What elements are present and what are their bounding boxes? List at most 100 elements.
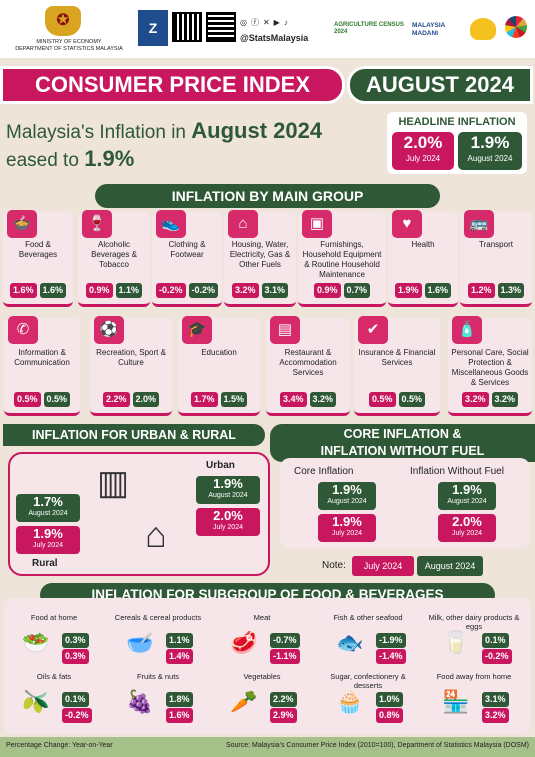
rural-jul-value: 1.9% xyxy=(33,526,63,541)
pot-icon: 🥗 xyxy=(22,630,50,655)
subgroup-label: Food at home xyxy=(30,613,78,622)
vegetable-icon: 🥕 xyxy=(230,689,258,714)
subgroup-august-value: 2.2% xyxy=(270,692,297,707)
main-group-label: Insurance & Financial Services xyxy=(358,348,436,367)
main-group-august-value: 0.5% xyxy=(43,392,71,407)
main-group-card: ▤ Restaurant & Accommodation Services 3.4%… xyxy=(266,316,350,416)
headline-inflation-box: HEADLINE INFLATION 2.0% July 2024 1.9% A… xyxy=(387,112,527,174)
main-group-july-value: 0.5% xyxy=(13,392,41,407)
core-jul-label: July 2024 xyxy=(332,530,362,537)
rural-label: Rural xyxy=(32,558,58,569)
headline-cur-card: 1.9% August 2024 xyxy=(458,132,522,170)
headline-cur-value: 1.9% xyxy=(470,133,510,152)
main-group-july-value: 3.2% xyxy=(461,392,489,407)
main-group-card: ▣ Furnishings, Household Equipment & Rout… xyxy=(298,210,386,307)
subgroup-label: Cereals & cereal products xyxy=(114,613,202,622)
rural-aug-card: 1.7% August 2024 xyxy=(16,494,80,522)
main-group-july-value: 1.7% xyxy=(190,392,218,407)
footer-left: Percentage Change: Year-on-Year xyxy=(6,742,113,749)
food-icon: 🍲 xyxy=(7,210,37,238)
main-group-august-value: -0.2% xyxy=(188,283,219,298)
cpi-title: CONSUMER PRICE INDEX xyxy=(0,66,345,104)
subgroup-item: Sugar, confectionery & desserts 🧁 1.0% 0.8% xyxy=(322,672,422,723)
main-group-july-value: 0.5% xyxy=(368,392,396,407)
subgroup-item: Milk, other dairy products & eggs 🥛 0.1% -0… xyxy=(428,613,528,664)
main-group-label: Clothing & Footwear xyxy=(168,240,206,259)
core-aug-value: 1.9% xyxy=(332,482,362,497)
main-group-july-value: 0.9% xyxy=(313,283,341,298)
coat-of-arms-logo: ✪ xyxy=(45,6,81,36)
headline-pre2: eased to xyxy=(6,150,79,171)
main-group-title: INFLATION BY MAIN GROUP xyxy=(95,184,440,208)
main-group-august-value: 1.1% xyxy=(115,283,143,298)
month-title: AUGUST 2024 xyxy=(347,66,533,104)
main-group-july-value: 3.2% xyxy=(231,283,259,298)
shoe-icon: 👟 xyxy=(156,210,186,238)
social-icons: ◎ⓕ✕▶♪ xyxy=(240,18,292,27)
main-group-august-value: 2.0% xyxy=(132,392,160,407)
main-group-august-value: 1.6% xyxy=(39,283,67,298)
main-group-august-value: 0.5% xyxy=(398,392,426,407)
heart-icon: ♥ xyxy=(392,210,422,238)
urban-aug-label: August 2024 xyxy=(208,492,248,499)
rural-aug-label: August 2024 xyxy=(28,510,68,517)
appliance-icon: ▣ xyxy=(302,210,332,238)
main-group-card: ♥ Health 1.9% 1.6% xyxy=(388,210,458,307)
core-title-l1: CORE INFLATION & xyxy=(343,427,462,441)
subgroup-july-value: -0.2% xyxy=(62,708,92,723)
headline-cur-label: August 2024 xyxy=(467,154,513,163)
main-group-label: Alcoholic Beverages & Tobacco xyxy=(91,240,137,269)
main-group-august-value: 1.6% xyxy=(424,283,452,298)
subgroup-label: Meat xyxy=(253,613,271,622)
subgroup-item: Oils & fats 🫒 0.1% -0.2% xyxy=(8,672,108,723)
headline-month: August 2024 xyxy=(191,118,323,143)
social-handle[interactable]: @StatsMalaysia xyxy=(240,33,309,43)
headline-value: 1.9% xyxy=(84,146,135,171)
cake-icon: 🧁 xyxy=(336,689,364,714)
urban-rural-panel: ▥ ⌂ Urban 1.9% August 2024 2.0% July 202… xyxy=(8,452,270,576)
subgroup-item: Fruits & nuts 🍇 1.8% 1.6% xyxy=(112,672,212,723)
rural-jul-label: July 2024 xyxy=(33,542,63,549)
main-group-label: Information & Communication xyxy=(14,348,70,367)
graduation-cap-icon: 🎓 xyxy=(182,316,212,344)
core-label: Core Inflation xyxy=(294,466,354,477)
main-group-july-value: 1.9% xyxy=(394,283,422,298)
subgroup-label: Food away from home xyxy=(436,672,512,681)
main-group-july-value: 1.6% xyxy=(9,283,37,298)
subgroup-august-value: -0.7% xyxy=(270,633,300,648)
shop-icon: 🏪 xyxy=(442,689,470,714)
sdg-smile-icon xyxy=(470,18,496,40)
department-text: DEPARTMENT OF STATISTICS MALAYSIA xyxy=(15,46,123,52)
subgroup-august-value: 3.1% xyxy=(482,692,509,707)
bottle-icon: 🧴 xyxy=(452,316,482,344)
house-icon: ⌂ xyxy=(228,210,258,238)
oil-icon: 🫒 xyxy=(22,689,50,714)
main-group-card: 🚌 Transport 1.2% 1.3% xyxy=(460,210,532,307)
fuel-jul-label: July 2024 xyxy=(452,530,482,537)
census-logo: AGRICULTURE CENSUS 2024 xyxy=(334,22,404,35)
qr-code-1[interactable] xyxy=(172,12,202,42)
qr-code-2[interactable] xyxy=(206,12,236,42)
subgroup-july-value: 3.2% xyxy=(482,708,509,723)
subgroup-july-value: 2.9% xyxy=(270,708,297,723)
subgroup-panel xyxy=(4,598,531,734)
note-july: July 2024 xyxy=(352,556,414,576)
madani-logo: MALAYSIA MADANI xyxy=(412,22,446,37)
subgroup-item: Vegetables 🥕 2.2% 2.9% xyxy=(216,672,316,723)
rural-jul-card: 1.9% July 2024 xyxy=(16,526,80,554)
phone-icon: ✆ xyxy=(8,316,38,344)
subgroup-august-value: 0.3% xyxy=(62,633,89,648)
headline-box-title: HEADLINE INFLATION xyxy=(398,116,516,128)
fuel-jul-value: 2.0% xyxy=(452,514,482,529)
wine-icon: 🍷 xyxy=(82,210,112,238)
subgroup-label: Vegetables xyxy=(243,672,281,681)
subgroup-july-value: -0.2% xyxy=(482,649,512,664)
subgroup-item: Fish & other seafood 🐟 -1.9% -1.4% xyxy=(322,613,422,664)
main-group-card: 🧴 Personal Care, Social Protection & Misc… xyxy=(448,316,532,416)
main-group-card: 🍷 Alcoholic Beverages & Tobacco 0.9% 1.1% xyxy=(78,210,150,307)
note-label: Note: xyxy=(322,560,346,571)
main-group-label: Education xyxy=(201,348,237,357)
subgroup-item: Cereals & cereal products 🥣 1.1% 1.4% xyxy=(112,613,212,664)
subgroup-label: Oils & fats xyxy=(36,672,72,681)
main-group-card: ✆ Information & Communication 0.5% 0.5% xyxy=(4,316,80,416)
